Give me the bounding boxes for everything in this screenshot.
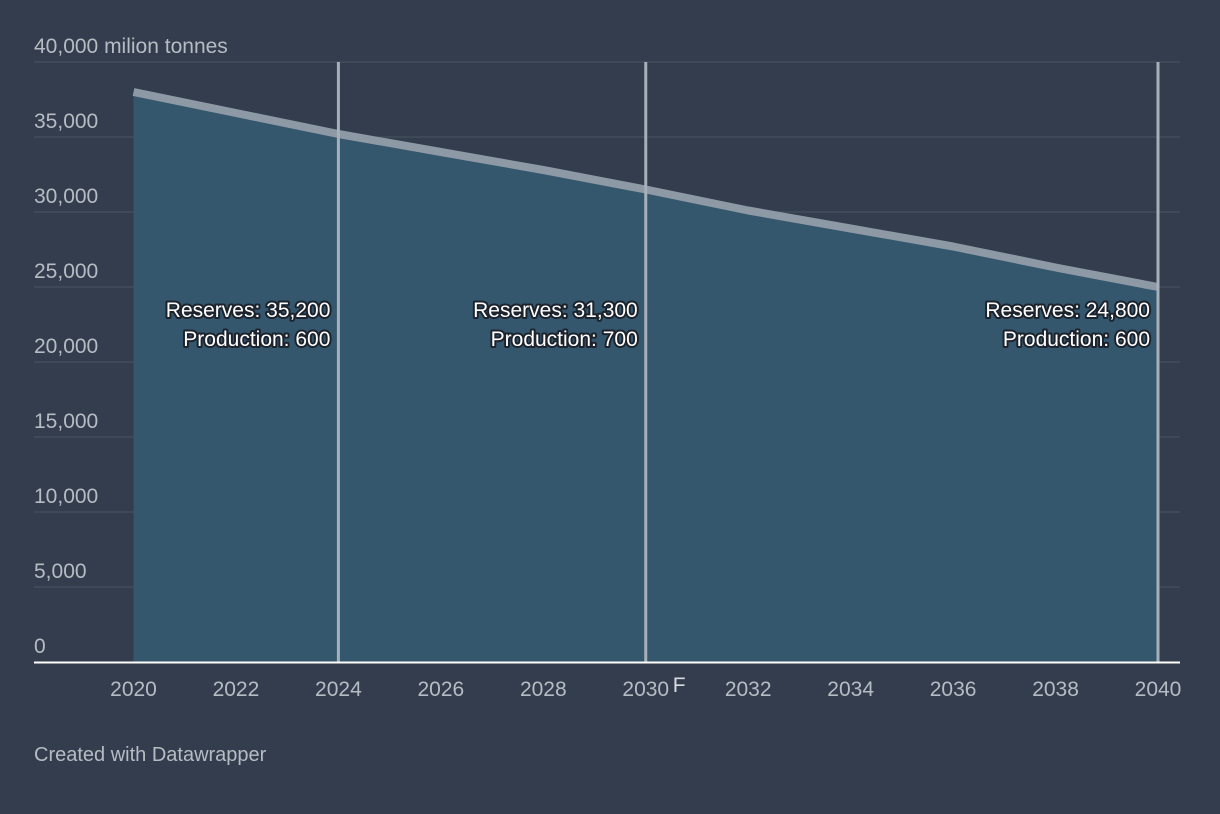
x-tick-label: 2038 [1032,678,1079,701]
y-tick-label: 40,000 milion tonnes [34,35,228,58]
y-tick-label: 10,000 [34,485,98,508]
x-tick-label: 2036 [930,678,977,701]
y-tick-label: 20,000 [34,335,98,358]
x-tick-label: 2024 [315,678,362,701]
annotation-text: Production: 700 [491,328,638,351]
annotation-text: Reserves: 31,300 [473,299,638,322]
y-tick-label: 5,000 [34,560,87,583]
x-tick-label: 2026 [417,678,464,701]
y-tick-label: 15,000 [34,410,98,433]
x-tick-label: 2022 [213,678,260,701]
y-tick-label: 35,000 [34,110,98,133]
annotation-text: Reserves: 35,200 [166,299,331,322]
annotation-text: Production: 600 [183,328,330,351]
x-tick-label: 2028 [520,678,567,701]
credit-note[interactable]: Created with Datawrapper [34,744,267,766]
x-tick-label: 2030 [622,678,669,701]
x-tick-label: 2032 [725,678,772,701]
forecast-marker: F [673,674,686,697]
annotation-text: Production: 600 [1003,328,1150,351]
x-tick-label: 2040 [1135,678,1182,701]
x-tick-label: 2020 [110,678,157,701]
y-tick-label: 30,000 [34,185,98,208]
y-tick-label: 0 [34,635,46,658]
y-tick-label: 25,000 [34,260,98,283]
x-tick-label: 2034 [827,678,874,701]
annotation-text: Reserves: 24,800 [985,299,1150,322]
